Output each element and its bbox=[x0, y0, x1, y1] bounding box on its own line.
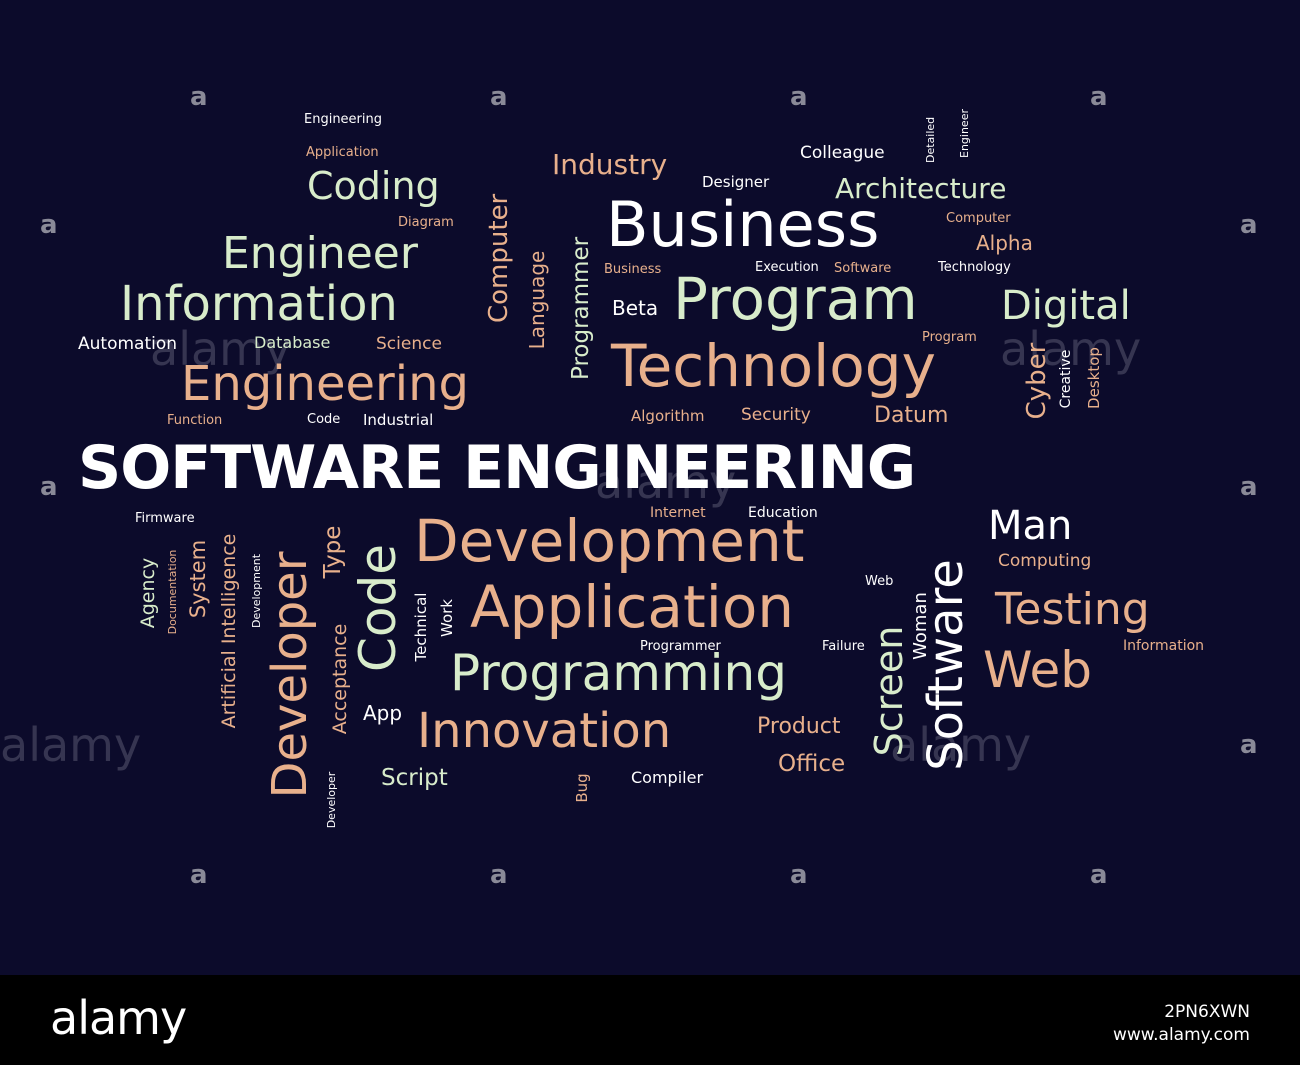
word-designer: Designer bbox=[702, 173, 770, 191]
word-alpha: Alpha bbox=[976, 231, 1033, 255]
word-technology: Technology bbox=[611, 332, 936, 400]
word-software-small: Software bbox=[834, 261, 892, 276]
watermark-footer: alamy 2PN6XWN www.alamy.com bbox=[0, 975, 1300, 1065]
word-language: Language bbox=[525, 250, 549, 350]
word-computer-small: Computer bbox=[946, 211, 1011, 226]
watermark-glyph: a bbox=[1240, 210, 1258, 240]
word-desktop: Desktop bbox=[1085, 347, 1103, 409]
word-testing: Testing bbox=[995, 584, 1150, 635]
watermark-glyph: a bbox=[1090, 860, 1108, 890]
word-development: Development bbox=[414, 507, 805, 575]
word-database: Database bbox=[254, 333, 331, 352]
word-technology-small: Technology bbox=[938, 260, 1011, 275]
word-script: Script bbox=[381, 765, 448, 791]
word-coding: Coding bbox=[307, 164, 440, 208]
word-computer-vertical: Computer bbox=[484, 193, 514, 323]
image-id-block: 2PN6XWN www.alamy.com bbox=[1113, 1001, 1250, 1047]
watermark-logo: alamy bbox=[150, 322, 292, 376]
word-engineering-small: Engineering bbox=[304, 112, 382, 127]
word-innovation: Innovation bbox=[417, 703, 672, 759]
watermark-glyph: a bbox=[1090, 82, 1108, 112]
watermark-logo: alamy bbox=[890, 718, 1032, 772]
watermark-glyph: a bbox=[190, 860, 208, 890]
word-digital: Digital bbox=[1001, 283, 1131, 329]
watermark-logo: alamy bbox=[595, 455, 737, 509]
word-information-small: Information bbox=[1123, 638, 1205, 654]
word-industrial: Industrial bbox=[363, 411, 434, 429]
word-man: Man bbox=[988, 503, 1073, 549]
word-cyber: Cyber bbox=[1022, 342, 1052, 420]
word-industry: Industry bbox=[552, 148, 668, 181]
word-bug: Bug bbox=[573, 773, 591, 803]
word-computing: Computing bbox=[998, 551, 1092, 571]
word-technical: Technical bbox=[412, 592, 430, 662]
watermark-glyph: a bbox=[40, 472, 58, 502]
word-creative: Creative bbox=[1058, 349, 1074, 409]
word-software-vertical: Software bbox=[918, 559, 974, 771]
word-firmware: Firmware bbox=[135, 511, 195, 526]
word-programmer-small: Programmer bbox=[640, 639, 721, 654]
word-artificial-intelligence: Artificial Intelligence bbox=[218, 533, 240, 729]
word-detailed: Detailed bbox=[924, 116, 937, 163]
watermark-glyph: a bbox=[490, 860, 508, 890]
word-work: Work bbox=[438, 599, 456, 637]
word-security: Security bbox=[741, 405, 811, 425]
watermark-glyph: a bbox=[790, 82, 808, 112]
word-datum: Datum bbox=[874, 403, 949, 428]
word-program-small: Program bbox=[922, 330, 977, 345]
word-internet: Internet bbox=[650, 505, 706, 521]
word-developer-large: Developer bbox=[262, 551, 318, 799]
watermark-glyph: a bbox=[190, 82, 208, 112]
word-programming: Programming bbox=[450, 644, 787, 702]
word-system: System bbox=[186, 539, 210, 619]
word-failure: Failure bbox=[822, 639, 865, 654]
word-programmer-vertical: Programmer bbox=[568, 236, 594, 380]
watermark-glyph: a bbox=[1240, 472, 1258, 502]
word-business: Business bbox=[606, 188, 880, 261]
word-code-large: Code bbox=[349, 544, 407, 673]
word-application-small: Application bbox=[306, 145, 379, 160]
word-algorithm: Algorithm bbox=[631, 407, 705, 425]
word-application-large: Application bbox=[470, 573, 795, 641]
word-type: Type bbox=[320, 525, 346, 579]
word-business-small: Business bbox=[604, 262, 662, 277]
watermark-logo: alamy bbox=[0, 718, 142, 772]
word-colleague: Colleague bbox=[800, 143, 885, 163]
word-program: Program bbox=[673, 265, 918, 333]
alamy-logo: alamy bbox=[50, 991, 187, 1045]
watermark-glyph: a bbox=[1240, 730, 1258, 760]
word-function: Function bbox=[167, 413, 223, 428]
word-automation: Automation bbox=[78, 334, 178, 354]
word-developer-small: Developer bbox=[325, 771, 338, 829]
word-cloud-canvas: a a a a a a a a a a a a a alamy alamy al… bbox=[0, 0, 1300, 975]
word-execution: Execution bbox=[755, 260, 819, 275]
word-documentation: Documentation bbox=[166, 549, 179, 635]
word-compiler: Compiler bbox=[631, 768, 704, 787]
word-web-small: Web bbox=[865, 574, 894, 589]
watermark-logo: alamy bbox=[1000, 322, 1142, 376]
site-url: www.alamy.com bbox=[1112, 1024, 1250, 1045]
word-engineering-large: Engineering bbox=[181, 356, 469, 412]
watermark-glyph: a bbox=[490, 82, 508, 112]
word-beta: Beta bbox=[612, 296, 659, 320]
word-science: Science bbox=[376, 334, 442, 354]
word-engineer: Engineer bbox=[222, 228, 418, 279]
word-education: Education bbox=[748, 505, 818, 521]
word-architecture: Architecture bbox=[835, 172, 1007, 205]
word-code-small: Code bbox=[307, 412, 341, 427]
watermark-glyph: a bbox=[790, 860, 808, 890]
image-id: 2PN6XWN bbox=[1164, 1002, 1250, 1022]
word-diagram: Diagram bbox=[398, 215, 454, 230]
word-web: Web bbox=[983, 641, 1093, 699]
word-product: Product bbox=[757, 714, 841, 739]
word-app: App bbox=[363, 701, 403, 725]
word-office: Office bbox=[778, 751, 846, 777]
watermark-glyph: a bbox=[40, 210, 58, 240]
word-screen: Screen bbox=[867, 625, 911, 757]
main-title: SOFTWARE ENGINEERING bbox=[78, 433, 916, 503]
word-information: Information bbox=[120, 276, 398, 332]
word-engineer-vertical: Engineer bbox=[958, 109, 971, 158]
word-agency: Agency bbox=[137, 557, 159, 629]
